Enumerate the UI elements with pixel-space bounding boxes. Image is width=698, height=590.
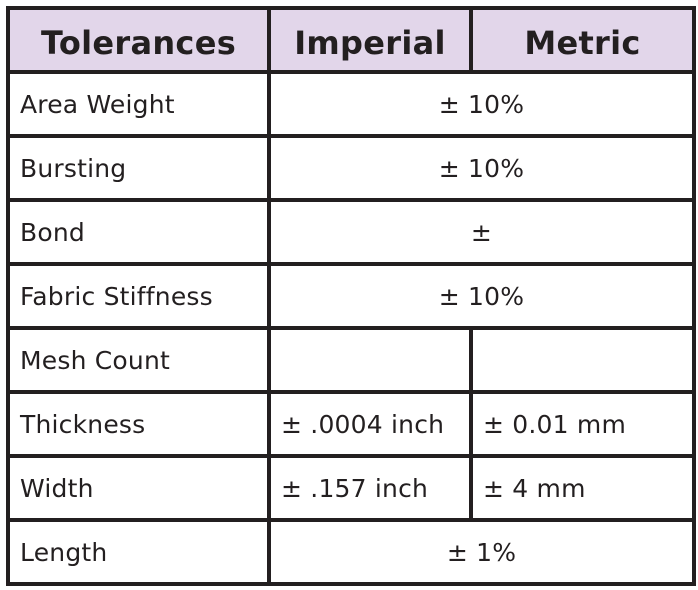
metric-value: ± 4 mm	[469, 454, 696, 522]
table-row: Area Weight ± 10%	[6, 70, 696, 138]
row-value: ± 1%	[267, 518, 696, 586]
metric-value	[469, 326, 696, 394]
table-row: Length ± 1%	[6, 518, 696, 586]
imperial-value: ± .0004 inch	[267, 390, 473, 458]
header-imperial: Imperial	[267, 6, 473, 74]
table-row: Width ± .157 inch ± 4 mm	[6, 454, 696, 522]
header-row: Tolerances Imperial Metric	[6, 6, 696, 74]
table-row: Mesh Count	[6, 326, 696, 394]
row-value: ± 10%	[267, 70, 696, 138]
row-value: ±	[267, 198, 696, 266]
row-label: Bursting	[6, 134, 271, 202]
row-label: Length	[6, 518, 271, 586]
header-tolerances: Tolerances	[6, 6, 271, 74]
metric-value: ± 0.01 mm	[469, 390, 696, 458]
row-label: Thickness	[6, 390, 271, 458]
row-label: Mesh Count	[6, 326, 271, 394]
header-metric: Metric	[469, 6, 696, 74]
imperial-value	[267, 326, 473, 394]
row-label: Width	[6, 454, 271, 522]
row-label: Fabric Stiffness	[6, 262, 271, 330]
row-label: Area Weight	[6, 70, 271, 138]
tolerances-table: Tolerances Imperial Metric Area Weight ±…	[6, 6, 696, 586]
table-row: Fabric Stiffness ± 10%	[6, 262, 696, 330]
table-row: Bond ±	[6, 198, 696, 266]
row-value: ± 10%	[267, 134, 696, 202]
row-label: Bond	[6, 198, 271, 266]
row-value: ± 10%	[267, 262, 696, 330]
table-row: Thickness ± .0004 inch ± 0.01 mm	[6, 390, 696, 458]
table-row: Bursting ± 10%	[6, 134, 696, 202]
imperial-value: ± .157 inch	[267, 454, 473, 522]
